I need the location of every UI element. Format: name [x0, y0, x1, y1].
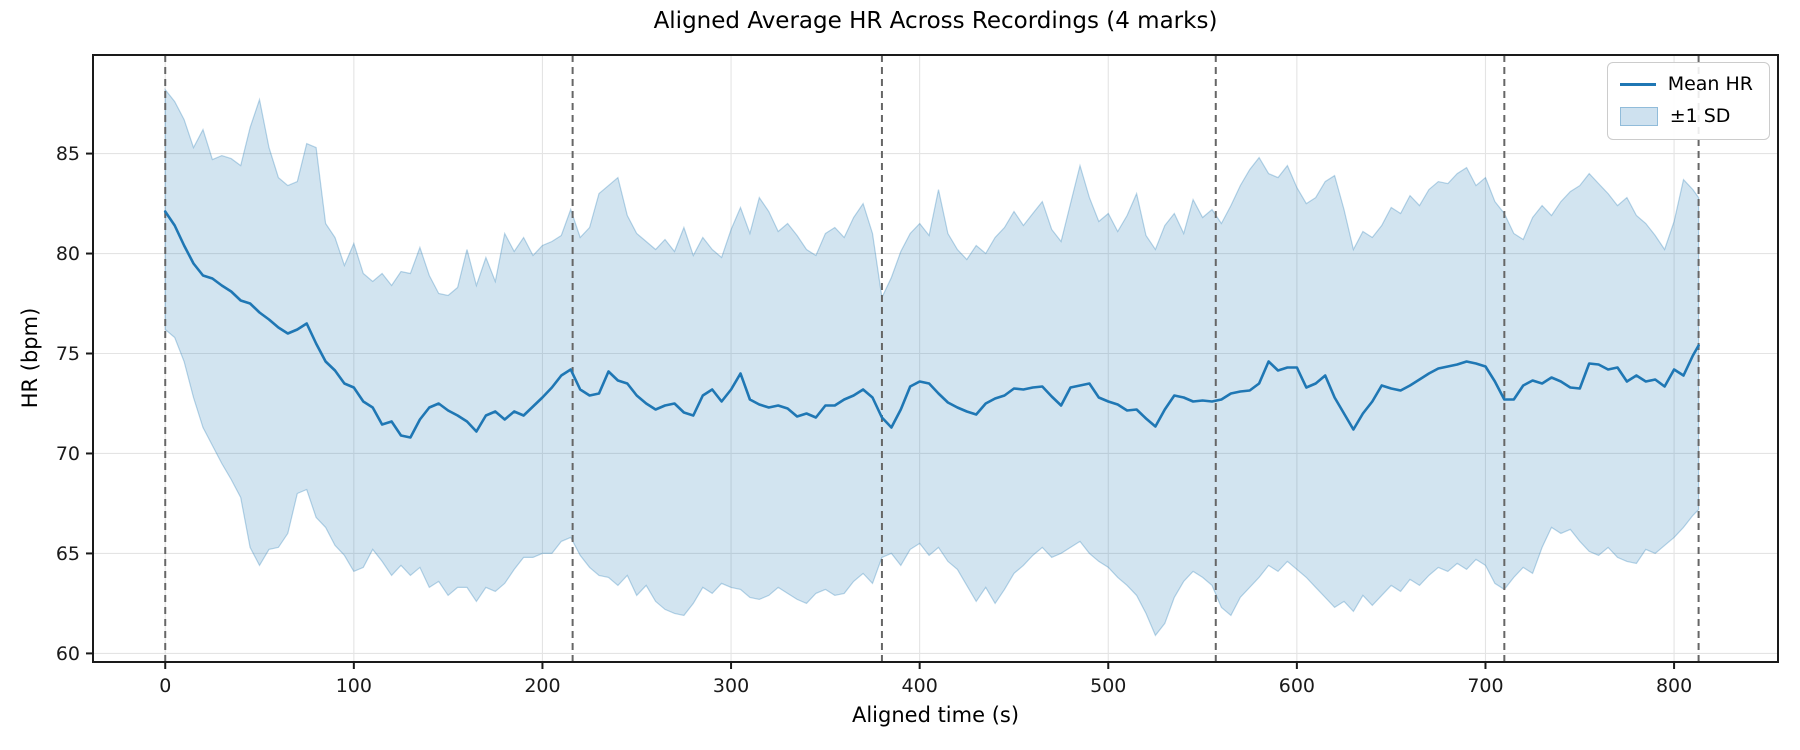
y-tick-label: 70 — [56, 443, 80, 465]
y-tick-label: 80 — [56, 243, 80, 265]
x-tick-label: 400 — [902, 675, 938, 697]
x-tick-label: 300 — [713, 675, 749, 697]
chart-title: Aligned Average HR Across Recordings (4 … — [653, 8, 1218, 34]
legend-item-sd-band: ±1 SD — [1619, 105, 1753, 127]
y-tick-label: 75 — [56, 343, 80, 365]
legend: Mean HR ±1 SD — [1606, 62, 1770, 140]
y-tick-label: 85 — [56, 143, 80, 165]
y-tick-label: 65 — [56, 543, 80, 565]
legend-item-mean-hr: Mean HR — [1619, 73, 1753, 95]
x-tick-label: 700 — [1467, 675, 1503, 697]
x-tick-label: 600 — [1279, 675, 1315, 697]
plot-border — [92, 54, 1779, 663]
sd-band — [164, 87, 1700, 637]
legend-label-mean-hr: Mean HR — [1667, 73, 1753, 95]
sd-band-swatch — [1619, 106, 1658, 126]
legend-label-sd-band: ±1 SD — [1669, 105, 1731, 127]
x-tick-label: 100 — [336, 675, 372, 697]
x-axis-label: Aligned time (s) — [851, 703, 1020, 727]
x-tick-label: 0 — [159, 675, 171, 697]
x-tick-label: 800 — [1656, 675, 1692, 697]
x-tick-label: 500 — [1090, 675, 1126, 697]
mean-hr-line — [163, 210, 1700, 439]
mean-hr-line-swatch — [1619, 82, 1656, 86]
y-tick-label: 60 — [56, 643, 80, 665]
x-tick-label: 200 — [524, 675, 560, 697]
